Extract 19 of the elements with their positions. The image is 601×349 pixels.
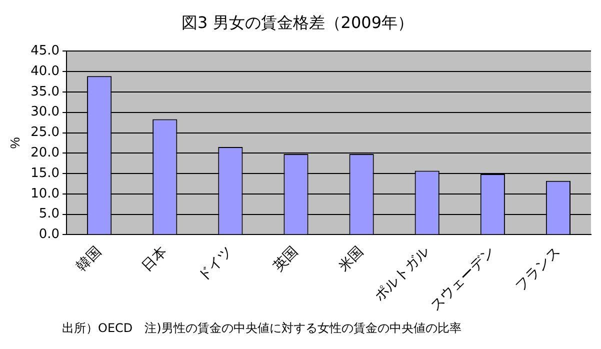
- x-tick-label: フランス: [512, 244, 564, 295]
- y-axis-title: %: [7, 136, 22, 149]
- y-tick-label: 0.0: [38, 227, 60, 242]
- x-tick-label: ドイツ: [194, 244, 236, 285]
- chart-title: 図3 男女の賃金格差（2009年）: [182, 12, 414, 32]
- text: 出所）OECD 注)男性の賃金の中央値に対する女性の賃金の中央値の比率: [62, 320, 462, 337]
- y-tick-label: 15.0: [30, 166, 60, 181]
- y-tick-label: 20.0: [30, 146, 60, 161]
- x-tick-label: 英国: [270, 244, 302, 275]
- y-tick-label: 45.0: [30, 44, 60, 59]
- y-tick-label: 30.0: [30, 104, 60, 120]
- y-tick-label: 25.0: [30, 125, 60, 140]
- x-tick-label: 韓国: [74, 244, 105, 275]
- x-tick-label: 日本: [139, 244, 170, 275]
- y-tick-label: 5.0: [38, 206, 60, 222]
- y-tick-label: 40.0: [30, 64, 60, 79]
- x-tick-label: 米国: [336, 244, 367, 275]
- y-tick-label: 10.0: [30, 186, 60, 202]
- y-tick-label: 35.0: [30, 84, 60, 100]
